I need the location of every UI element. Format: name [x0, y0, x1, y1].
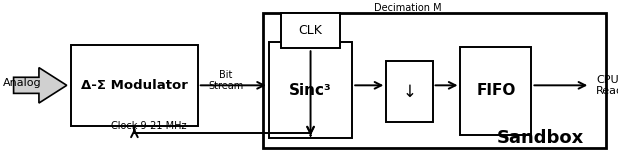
Bar	[281, 13, 340, 48]
Text: FIFO: FIFO	[476, 83, 515, 99]
Text: Δ-Σ Modulator: Δ-Σ Modulator	[81, 79, 188, 92]
Text: Sandbox: Sandbox	[497, 129, 585, 147]
Text: Analog: Analog	[3, 78, 42, 88]
Bar	[71, 45, 198, 126]
Text: Bit
Stream: Bit Stream	[208, 70, 243, 91]
Bar	[460, 47, 531, 135]
Bar	[386, 61, 433, 122]
Text: ↓: ↓	[402, 83, 417, 101]
Text: CPU
Read: CPU Read	[596, 75, 618, 96]
Text: Decimation M: Decimation M	[374, 3, 442, 13]
Text: Sinc³: Sinc³	[289, 83, 332, 98]
Text: Clock 9-21 MHz: Clock 9-21 MHz	[111, 121, 187, 131]
Polygon shape	[14, 68, 67, 103]
Bar	[263, 13, 606, 148]
Text: CLK: CLK	[298, 24, 323, 37]
Bar	[269, 42, 352, 138]
